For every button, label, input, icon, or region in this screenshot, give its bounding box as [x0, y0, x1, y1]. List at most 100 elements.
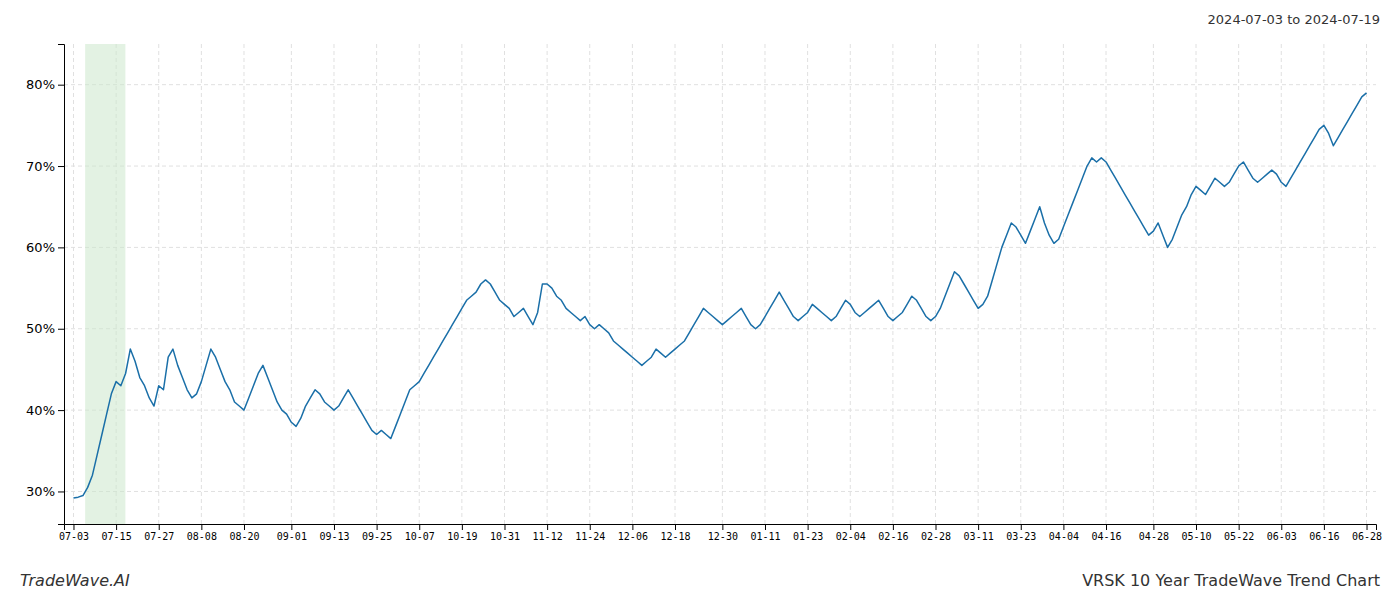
x-tick: 10-19: [447, 524, 477, 542]
x-grid-line: [243, 44, 244, 524]
x-tick-label: 07-27: [144, 531, 174, 542]
subtitle: 2024-07-03 to 2024-07-19: [1208, 12, 1380, 27]
x-tick-mark: [675, 524, 676, 530]
x-grid-line: [632, 44, 633, 524]
x-tick-label: 07-03: [59, 531, 89, 542]
x-tick-label: 03-11: [964, 531, 994, 542]
x-grid-line: [1238, 44, 1239, 524]
x-tick-label: 04-04: [1049, 531, 1079, 542]
x-tick: 03-23: [1006, 524, 1036, 542]
y-tick-mark: [58, 85, 64, 86]
x-grid-line: [675, 44, 676, 524]
x-tick-label: 10-07: [405, 531, 435, 542]
x-grid-line: [461, 44, 462, 524]
x-tick-mark: [116, 524, 117, 530]
x-tick-label: 02-28: [921, 531, 951, 542]
x-tick-mark: [1063, 524, 1064, 530]
x-tick: 02-04: [836, 524, 866, 542]
x-tick-label: 01-11: [750, 531, 780, 542]
y-grid-line: [64, 410, 1376, 411]
x-tick-label: 08-08: [187, 531, 217, 542]
x-tick-mark: [377, 524, 378, 530]
x-grid-line: [201, 44, 202, 524]
x-tick-mark: [1196, 524, 1197, 530]
x-tick: 12-18: [660, 524, 690, 542]
x-tick: 02-28: [921, 524, 951, 542]
y-grid-line: [64, 247, 1376, 248]
x-grid-line: [333, 44, 334, 524]
x-tick: 01-23: [793, 524, 823, 542]
trend-line: [73, 93, 1366, 498]
y-axis-line: [58, 45, 65, 525]
x-tick-label: 11-24: [575, 531, 605, 542]
x-tick: 12-30: [708, 524, 738, 542]
y-tick-label: 60%: [26, 240, 55, 255]
x-tick-mark: [1153, 524, 1154, 530]
x-tick-label: 05-10: [1181, 531, 1211, 542]
x-tick-mark: [1367, 524, 1368, 530]
x-tick-mark: [808, 524, 809, 530]
title: VRSK 10 Year TradeWave Trend Chart: [1082, 571, 1380, 590]
x-grid-line: [73, 44, 74, 524]
x-tick: 06-03: [1267, 524, 1297, 542]
x-tick: 04-04: [1049, 524, 1079, 542]
x-tick-label: 02-04: [836, 531, 866, 542]
chart: 07-03 07-15 07-27 08-08 08-20 09-01 09-13 09-25…: [0, 0, 1400, 600]
x-grid-line: [1153, 44, 1154, 524]
x-tick: 07-15: [102, 524, 132, 542]
x-tick-label: 02-16: [878, 531, 908, 542]
x-tick-mark: [936, 524, 937, 530]
y-tick-mark: [58, 329, 64, 330]
x-tick-mark: [1281, 524, 1282, 530]
x-tick: 05-22: [1224, 524, 1254, 542]
x-tick: 05-10: [1181, 524, 1211, 542]
x-tick-mark: [1106, 524, 1107, 530]
x-grid-line: [589, 44, 590, 524]
y-tick: 50%: [26, 321, 64, 336]
x-tick-label: 09-25: [362, 531, 392, 542]
x-grid-line: [1366, 44, 1367, 524]
x-grid-line: [892, 44, 893, 524]
x-tick: 09-13: [319, 524, 349, 542]
x-tick-mark: [419, 524, 420, 530]
x-tick-mark: [850, 524, 851, 530]
x-tick-label: 09-01: [277, 531, 307, 542]
x-tick: 06-16: [1309, 524, 1339, 542]
x-tick-label: 04-28: [1139, 531, 1169, 542]
y-tick-label: 30%: [26, 484, 55, 499]
x-grid-line: [376, 44, 377, 524]
x-tick-label: 12-06: [618, 531, 648, 542]
x-tick-mark: [73, 524, 74, 530]
y-tick-label: 40%: [26, 403, 55, 418]
x-tick: 02-16: [878, 524, 908, 542]
x-tick: 07-03: [59, 524, 89, 542]
x-tick-label: 04-16: [1091, 531, 1121, 542]
x-tick: 12-06: [618, 524, 648, 542]
x-tick-mark: [159, 524, 160, 530]
annotation: TradeWave.AI: [20, 571, 130, 590]
x-grid-line: [722, 44, 723, 524]
y-tick-mark: [58, 166, 64, 167]
x-tick-mark: [765, 524, 766, 530]
x-tick: 11-24: [575, 524, 605, 542]
x-tick-label: 03-23: [1006, 531, 1036, 542]
x-grid-line: [807, 44, 808, 524]
y-tick: 40%: [26, 403, 64, 418]
x-tick-mark: [462, 524, 463, 530]
x-tick-mark: [1021, 524, 1022, 530]
x-tick: 03-11: [964, 524, 994, 542]
x-tick-mark: [334, 524, 335, 530]
x-tick: 08-20: [229, 524, 259, 542]
x-tick-mark: [722, 524, 723, 530]
x-grid-line: [1106, 44, 1107, 524]
x-tick-label: 06-03: [1267, 531, 1297, 542]
x-grid-line: [764, 44, 765, 524]
x-tick: 04-16: [1091, 524, 1121, 542]
x-tick-mark: [590, 524, 591, 530]
x-tick: 08-08: [187, 524, 217, 542]
x-tick-mark: [978, 524, 979, 530]
x-grid-line: [1020, 44, 1021, 524]
x-tick-mark: [201, 524, 202, 530]
x-tick-mark: [893, 524, 894, 530]
x-tick-mark: [632, 524, 633, 530]
